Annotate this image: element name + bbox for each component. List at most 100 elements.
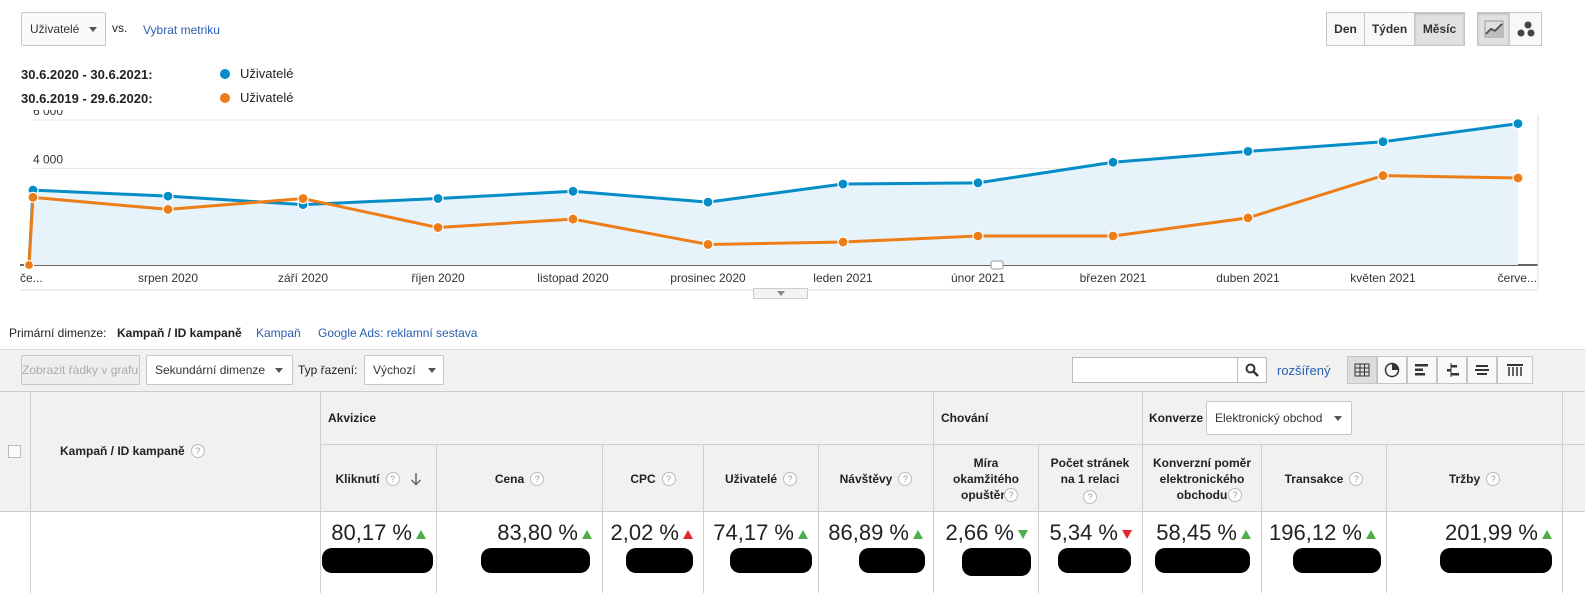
x-tick-label: leden 2021 bbox=[813, 271, 873, 285]
pivot-view-button[interactable] bbox=[1497, 356, 1533, 384]
redacted-value bbox=[626, 548, 693, 573]
column-header-sessions[interactable]: Návštěvy? bbox=[819, 446, 933, 512]
term-cloud-view-button[interactable] bbox=[1467, 356, 1497, 384]
secondary-dimension-dropdown[interactable]: Sekundární dimenze bbox=[146, 355, 293, 385]
x-tick-label: če... bbox=[20, 271, 43, 285]
period-day-button[interactable]: Den bbox=[1326, 12, 1365, 46]
value-ecommerce-rate-text: 58,45 % bbox=[1156, 520, 1237, 545]
redacted-value bbox=[322, 548, 433, 573]
sort-type-dropdown[interactable]: Výchozí bbox=[364, 355, 444, 385]
value-sessions: 86,89 % bbox=[828, 520, 923, 546]
x-tick-label: prosinec 2020 bbox=[670, 271, 746, 285]
data-point bbox=[162, 190, 174, 202]
metric-dropdown[interactable]: Uživatelé bbox=[21, 12, 106, 46]
pick-metric-link[interactable]: Vybrat metriku bbox=[143, 23, 220, 37]
chevron-down-icon bbox=[427, 367, 436, 373]
sort-arrow-down-icon bbox=[410, 473, 421, 486]
secondary-dimension-label: Sekundární dimenze bbox=[155, 363, 266, 377]
data-point bbox=[1107, 156, 1119, 168]
legend-dot-icon bbox=[220, 68, 230, 79]
column-header-revenue[interactable]: Tržby? bbox=[1387, 446, 1562, 512]
redacted-value bbox=[962, 548, 1031, 576]
help-icon: ? bbox=[898, 472, 913, 486]
column-header-ecommerce-rate[interactable]: Konverzní poměr elektronického obchodu ? bbox=[1146, 448, 1258, 510]
dimension-header[interactable]: Kampaň / ID kampaně ? bbox=[60, 444, 205, 458]
trend-up-icon bbox=[416, 529, 426, 539]
comparison-view-button[interactable] bbox=[1437, 356, 1467, 384]
column-label-pages-per-session: Počet stránek na 1 relaci bbox=[1050, 455, 1130, 486]
column-header-bounce-rate[interactable]: Míra okamžitého opuštění ? bbox=[944, 448, 1028, 510]
value-cpc: 2,02 % bbox=[611, 520, 693, 546]
period-week-button[interactable]: Týden bbox=[1364, 12, 1415, 46]
term-cloud-icon bbox=[1475, 365, 1489, 375]
column-header-pages-per-session[interactable]: Počet stránek na 1 relaci ? bbox=[1044, 448, 1136, 510]
value-cost: 83,80 % bbox=[497, 520, 592, 546]
data-point bbox=[297, 192, 309, 205]
plot-rows-button[interactable]: Zobrazit řádky v grafu bbox=[21, 355, 140, 385]
y-tick-label: 4 000 bbox=[33, 152, 63, 166]
data-point bbox=[432, 192, 444, 205]
value-bounce-rate-text: 2,66 % bbox=[945, 520, 1015, 545]
conversion-type-dropdown[interactable]: Elektronický obchod bbox=[1206, 401, 1352, 435]
group-acquisition: Akvizice bbox=[328, 411, 377, 425]
pivot-table-icon bbox=[1507, 364, 1523, 376]
x-tick-label: listopad 2020 bbox=[537, 271, 609, 285]
column-header-clicks[interactable]: Kliknutí? bbox=[321, 446, 436, 512]
primary-dimension-active: Kampaň / ID kampaně bbox=[117, 326, 242, 340]
data-point bbox=[837, 236, 849, 248]
column-label-transactions: Transakce bbox=[1284, 472, 1344, 486]
trend-up-icon bbox=[1366, 529, 1376, 539]
value-users-text: 74,17 % bbox=[713, 520, 794, 545]
redacted-value bbox=[1293, 548, 1381, 573]
data-point bbox=[972, 230, 984, 242]
x-tick-label: září 2020 bbox=[278, 271, 328, 285]
help-icon: ? bbox=[1486, 472, 1501, 486]
x-tick-label: srpen 2020 bbox=[138, 271, 198, 285]
line-chart-button[interactable] bbox=[1477, 12, 1510, 46]
data-point bbox=[162, 203, 174, 216]
performance-view-button[interactable] bbox=[1407, 356, 1437, 384]
column-header-users[interactable]: Uživatelé? bbox=[704, 446, 818, 512]
search-button[interactable] bbox=[1237, 357, 1267, 383]
advanced-filter-link[interactable]: rozšířený bbox=[1277, 363, 1331, 378]
column-header-transactions[interactable]: Transakce? bbox=[1262, 446, 1386, 512]
value-sessions-text: 86,89 % bbox=[828, 520, 909, 545]
dimension-header-label: Kampaň / ID kampaně bbox=[60, 444, 185, 458]
data-point bbox=[1242, 145, 1254, 158]
column-header-cpc[interactable]: CPC? bbox=[603, 446, 703, 512]
trend-down-icon bbox=[1018, 529, 1028, 539]
trend-up-icon bbox=[798, 529, 808, 539]
value-clicks-text: 80,17 % bbox=[331, 520, 412, 545]
primary-dimension-ad-group[interactable]: Google Ads: reklamní sestava bbox=[318, 326, 478, 340]
chevron-down-icon bbox=[89, 26, 98, 32]
table-search-input[interactable] bbox=[1072, 357, 1238, 383]
value-pages-per-session: 5,34 % bbox=[1050, 520, 1132, 546]
chart-collapse-handle[interactable] bbox=[753, 288, 808, 299]
help-icon: ? bbox=[1004, 488, 1018, 502]
pie-view-button[interactable] bbox=[1377, 356, 1407, 384]
chevron-down-icon bbox=[1334, 415, 1343, 421]
trend-down-icon bbox=[1122, 529, 1132, 539]
sort-type-value: Výchozí bbox=[373, 363, 416, 377]
motion-chart-button[interactable] bbox=[1509, 12, 1542, 46]
legend-item-2: Uživatelé bbox=[220, 90, 293, 105]
vs-label: vs. bbox=[112, 21, 128, 35]
data-point bbox=[1512, 172, 1524, 184]
comparison-icon bbox=[1447, 363, 1459, 377]
select-all-checkbox[interactable] bbox=[8, 445, 21, 458]
x-tick-label: únor 2021 bbox=[951, 271, 1005, 285]
legend-dot-icon bbox=[220, 92, 230, 103]
legend-series-name-1: Uživatelé bbox=[240, 66, 294, 81]
grid-table-icon bbox=[1354, 363, 1370, 377]
data-point bbox=[27, 191, 39, 203]
period-month-button[interactable]: Měsíc bbox=[1414, 12, 1465, 46]
value-revenue-text: 201,99 % bbox=[1445, 520, 1538, 545]
data-point bbox=[837, 178, 849, 190]
column-header-cost[interactable]: Cena? bbox=[437, 446, 602, 512]
x-tick-label: červe... bbox=[1498, 271, 1537, 285]
primary-dimension-campaign[interactable]: Kampaň bbox=[256, 326, 301, 340]
redacted-value bbox=[1058, 548, 1131, 573]
table-view-button[interactable] bbox=[1347, 356, 1377, 384]
data-point bbox=[702, 196, 714, 208]
